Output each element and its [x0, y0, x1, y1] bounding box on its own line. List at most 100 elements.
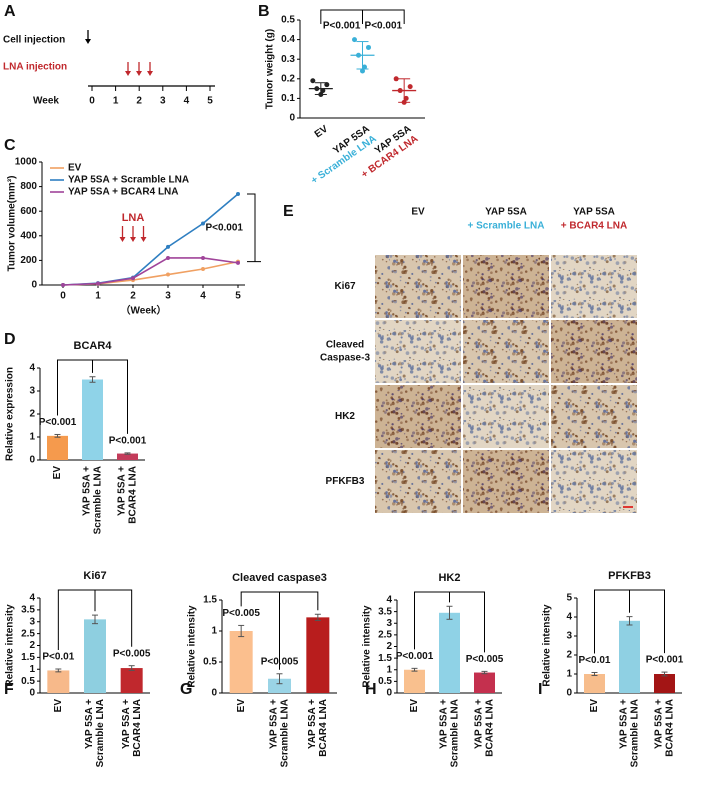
ihc-image [463, 255, 549, 318]
significance-bracket [629, 589, 665, 654]
arrow-head [147, 71, 153, 76]
row-label: PFKFB3 [326, 476, 365, 487]
y-tick-label: 0.1 [281, 93, 295, 104]
bar [654, 674, 675, 693]
ihc-image [551, 255, 637, 318]
y-axis-label: Relative intensity [542, 604, 553, 687]
y-tick-label: 0.3 [281, 54, 295, 65]
p-value: P<0.001 [365, 21, 403, 32]
ihc-image [551, 450, 637, 513]
legend-label: EV [68, 163, 82, 174]
y-tick-label: 2.5 [378, 630, 392, 641]
row-label: Ki67 [334, 281, 356, 292]
chart-title: Cleaved caspase3 [232, 572, 327, 584]
y-tick-label: 1.5 [203, 595, 217, 606]
y-tick-label: 4 [29, 593, 35, 604]
y-tick-label: 200 [20, 255, 37, 266]
panel-letter: I [538, 681, 542, 698]
series-line [62, 193, 239, 286]
timeline-tick-label: 0 [89, 96, 95, 107]
y-tick-label: 0.2 [281, 73, 295, 84]
series-line [62, 260, 239, 286]
column-header: YAP 5SA [485, 207, 527, 218]
y-tick-label: 2.5 [21, 628, 35, 639]
y-tick-label: 4 [566, 612, 572, 623]
y-tick-label: 0.5 [281, 15, 295, 26]
data-point [320, 88, 326, 94]
y-tick-label: 1000 [15, 157, 38, 168]
bar [474, 672, 495, 693]
y-tick-label: 3 [386, 618, 392, 629]
y-tick-label: 0 [29, 455, 35, 466]
timeline-label: Week [33, 96, 59, 107]
series-marker [61, 283, 65, 287]
series-marker [96, 281, 100, 286]
panel-letter: F [4, 681, 14, 698]
data-point [362, 64, 367, 70]
data-point [310, 78, 316, 84]
bar [619, 620, 640, 693]
series-marker [166, 255, 170, 260]
x-tick-label: BCAR4 LNA [132, 699, 143, 757]
x-tick-label: BCAR4 LNA [318, 699, 329, 757]
x-tick-label: EV [53, 699, 64, 713]
bar [404, 669, 425, 693]
x-tick-label: 5 [235, 291, 241, 302]
panel-letter: H [365, 681, 377, 698]
p-value: P<0.01 [579, 655, 611, 666]
y-tick-label: 0.5 [21, 676, 35, 687]
column-header: + Scramble LNA [468, 221, 545, 232]
bar [47, 670, 70, 693]
y-tick-label: 400 [20, 230, 37, 241]
arrow-head [136, 71, 142, 76]
ihc-image [551, 385, 637, 448]
bar [117, 453, 138, 460]
timeline-tick-label: 2 [136, 96, 142, 107]
p-value: P<0.01 [42, 652, 74, 663]
y-axis-label: Tumor weight (g) [265, 29, 276, 109]
significance-bracket [362, 9, 405, 24]
x-tick-label: YAP 5SA + [474, 699, 485, 749]
y-tick-label: 4 [386, 595, 392, 606]
bar [82, 379, 103, 460]
panel-letter: A [4, 3, 16, 20]
x-tick-label: EV [52, 466, 63, 480]
y-tick-label: 3 [29, 386, 35, 397]
arrow-head [85, 39, 91, 44]
chart-title: PFKFB3 [608, 570, 651, 582]
panel-letter: D [4, 331, 16, 348]
y-tick-label: 4 [29, 363, 35, 374]
p-value: P<0.005 [222, 608, 260, 619]
timeline-label: LNA injection [3, 62, 67, 73]
ihc-image [463, 320, 549, 383]
timeline-tick-label: 3 [160, 96, 166, 107]
x-tick-label: 2 [130, 291, 136, 302]
y-tick-label: 0.5 [203, 657, 217, 668]
y-tick-label: 3 [29, 616, 35, 627]
y-axis-label: Relative intensity [187, 605, 198, 688]
series-marker [201, 255, 205, 260]
y-tick-label: 0 [289, 113, 295, 124]
y-tick-label: 1.5 [21, 652, 35, 663]
y-tick-label: 0 [31, 280, 37, 291]
ihc-image [375, 385, 461, 448]
series-marker [236, 260, 240, 265]
y-tick-label: 5 [566, 593, 572, 604]
x-tick-label: EV [589, 699, 600, 713]
panel-letter: B [258, 3, 270, 20]
y-tick-label: 3.5 [378, 606, 392, 617]
p-value: P<0.001 [396, 651, 434, 662]
x-tick-label: BCAR4 LNA [485, 699, 496, 757]
significance-bracket [247, 193, 261, 263]
annotation: LNA [122, 212, 145, 224]
y-tick-label: 0 [211, 688, 217, 699]
arrow-head [119, 237, 126, 242]
y-tick-label: 3 [566, 631, 572, 642]
x-tick-label: EV [313, 123, 331, 140]
series-marker [166, 244, 170, 249]
x-tick-label: BCAR4 LNA [128, 466, 139, 524]
x-tick-label: Scramble LNA [280, 699, 291, 767]
p-value: P<0.001 [646, 655, 684, 666]
x-tick-label: YAP 5SA + [439, 699, 450, 749]
bar [84, 619, 106, 693]
